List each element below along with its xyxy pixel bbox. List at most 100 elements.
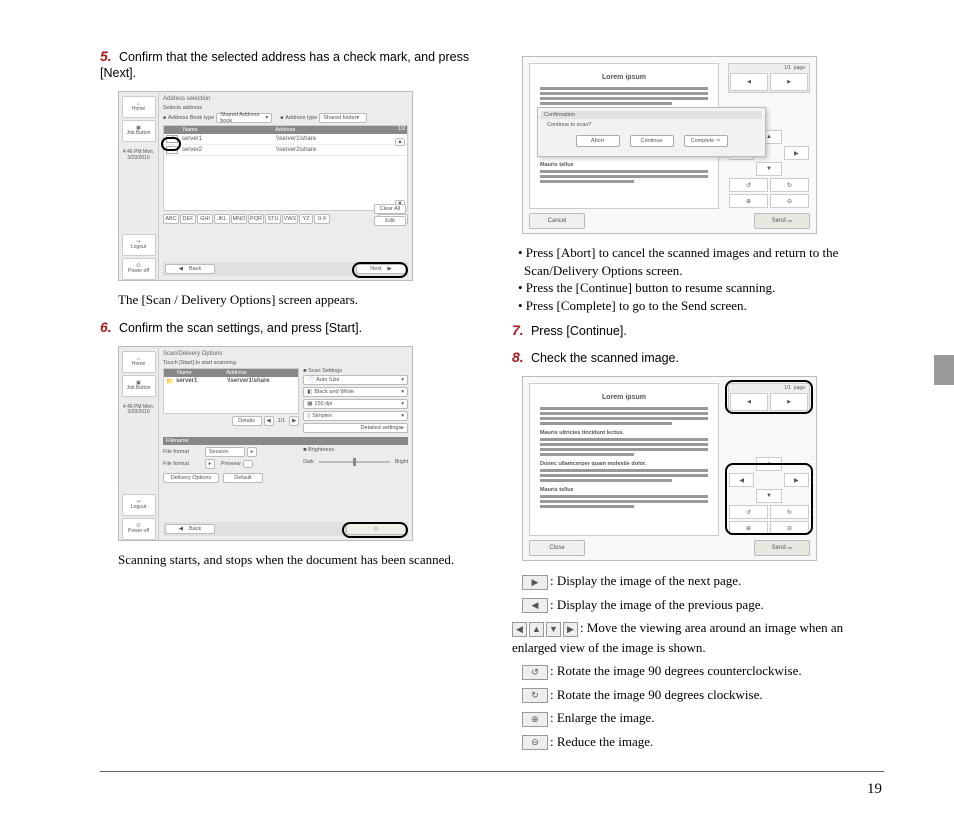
next-page[interactable]: ▶ (289, 416, 299, 426)
format-btn[interactable]: ▸ (205, 459, 215, 469)
key[interactable]: PQR (248, 214, 264, 224)
move-down-button[interactable]: ▼ (756, 162, 781, 176)
key[interactable]: GHI (197, 214, 213, 224)
zoom-out-button[interactable]: ⊖ (770, 521, 809, 535)
table-row[interactable]: ✓ server1 \\server1\share (164, 134, 407, 145)
table-row[interactable]: server2 \\server2\share (164, 145, 407, 156)
dpi-dropdown[interactable]: ▦ 150 dpi▾ (303, 399, 408, 409)
zoom-out-button[interactable]: ⊖ (770, 194, 809, 208)
home-button[interactable]: ⌂Home (122, 96, 156, 118)
move-up-icon: ▲ (529, 622, 544, 637)
start-button[interactable]: ◇ (346, 523, 406, 535)
shot1-main: Address selection Selects address ■ Addr… (159, 92, 412, 280)
addrtype-dropdown[interactable]: Shared folder ▾ (319, 113, 367, 123)
key[interactable]: ABC (163, 214, 179, 224)
format-btn[interactable]: ▸ (247, 447, 257, 457)
job-button[interactable]: ▣Job Button (122, 120, 156, 142)
rotate-cw-button[interactable]: ↻ (770, 505, 809, 519)
back-button[interactable]: ◀ Back (165, 524, 215, 534)
rotate-ccw-button[interactable]: ↺ (729, 178, 768, 192)
step-5-text: Confirm that the selected address has a … (100, 50, 469, 80)
bullet-complete: • Press [Complete] to go to the Send scr… (518, 297, 884, 315)
bright-label: Bright (395, 459, 408, 465)
edit-button[interactable]: Edit (374, 216, 406, 226)
brightness-label: Brightness (308, 447, 334, 453)
key[interactable]: DEF (180, 214, 196, 224)
clear-all-button[interactable]: Clear All (374, 204, 406, 214)
scan-settings-label: Scan Settings (308, 368, 342, 374)
home-button[interactable]: ⌂Home (122, 351, 156, 373)
footer-rule (100, 771, 884, 772)
autosize-dropdown[interactable]: 📄 Auto Size▾ (303, 375, 408, 385)
move-up-button[interactable]: ▲ (756, 457, 781, 471)
legend-move: : Move the viewing area around an image … (512, 620, 843, 655)
rotate-ccw-button[interactable]: ↺ (729, 505, 768, 519)
job-button[interactable]: ▣Job Button (122, 375, 156, 397)
cancel-button[interactable]: Cancel (529, 213, 585, 229)
logout-button[interactable]: ↪Logout (122, 234, 156, 256)
complete-button[interactable]: Complete ⇨ (684, 135, 728, 147)
move-right-icon: ▶ (563, 622, 578, 637)
preview-heading: Lorem ipsum (530, 394, 718, 401)
move-down-icon: ▼ (546, 622, 561, 637)
power-button[interactable]: ⏻Power off (122, 518, 156, 540)
table-row[interactable]: 📁 server1 \\server1\share (164, 377, 298, 386)
key[interactable]: VWX (282, 214, 298, 224)
send-button[interactable]: Send ⇨ (754, 540, 810, 556)
back-button[interactable]: ◀ Back (165, 264, 215, 274)
step-7-text: Press [Continue]. (531, 324, 627, 338)
abtype-dropdown[interactable]: Shared Address book ▾ (216, 113, 272, 123)
brightness-slider[interactable] (319, 461, 390, 463)
continue-button[interactable]: Continue (630, 135, 674, 147)
move-right-button[interactable]: ▶ (784, 146, 809, 160)
move-right-button[interactable]: ▶ (784, 473, 809, 487)
filename-input[interactable]: Session (205, 447, 245, 457)
key[interactable]: MNO (231, 214, 247, 224)
step-7-number: 7. (512, 322, 524, 338)
after-step6-text: Scanning starts, and stops when the docu… (118, 551, 472, 569)
prev-page-button[interactable]: ◀ (730, 73, 768, 91)
screenshot-preview: Lorem ipsum Mauris ultricies tincidunt l… (522, 376, 817, 561)
default-button[interactable]: Default (223, 473, 263, 483)
screenshot-address-selection: ⌂Home ▣Job Button 4:46 PM Mon.3/29/2010 … (118, 91, 413, 281)
legend-next: : Display the image of the next page. (550, 573, 741, 588)
addrtype-label: Address type (285, 115, 317, 121)
prev-page[interactable]: ◀ (264, 416, 274, 426)
delivery-options-button[interactable]: Delivery Options (163, 473, 219, 483)
screenshot-scan-options: ⌂Home ▣Job Button 4:46 PM Mon.3/29/2010 … (118, 346, 413, 541)
abort-button[interactable]: Abort (576, 135, 620, 147)
color-dropdown[interactable]: ◧ Black and White▾ (303, 387, 408, 397)
key[interactable]: YZ (299, 214, 313, 224)
detailed-settings-button[interactable]: Detailed settings ▸ (303, 423, 408, 433)
next-page-button[interactable]: ▶ (770, 73, 808, 91)
move-left-icon: ◀ (512, 622, 527, 637)
move-left-button[interactable]: ◀ (729, 473, 754, 487)
icon-legend: ▶ : Display the image of the next page. ◀… (512, 571, 884, 751)
rotate-cw-button[interactable]: ↻ (770, 178, 809, 192)
zoom-in-button[interactable]: ⊕ (729, 194, 768, 208)
next-page-button[interactable]: ▶ (770, 393, 808, 411)
next-button[interactable]: Next ▶ (356, 264, 406, 274)
preview-checkbox[interactable] (243, 460, 253, 468)
power-button[interactable]: ⏻Power off (122, 258, 156, 280)
page-thumb-tab (934, 355, 954, 385)
key[interactable]: JKL (214, 214, 230, 224)
prev-page-button[interactable]: ◀ (730, 393, 768, 411)
filename-header: Filename (163, 437, 408, 445)
step-8: 8. Check the scanned image. (512, 349, 884, 366)
scroll-up[interactable]: ▲ (395, 138, 405, 146)
details-button[interactable]: Details (232, 416, 262, 426)
view-controls: ▲ ◀ ▶ ▼ ↺↻ ⊕⊖ (728, 456, 810, 536)
step-5-number: 5. (100, 48, 112, 64)
close-button[interactable]: Close (529, 540, 585, 556)
move-down-button[interactable]: ▼ (756, 489, 781, 503)
step-6: 6. Confirm the scan settings, and press … (100, 319, 472, 336)
send-button[interactable]: Send ⇨ (754, 213, 810, 229)
zoom-in-button[interactable]: ⊕ (729, 521, 768, 535)
key[interactable]: 0-9 (314, 214, 330, 224)
format-label: File format (163, 449, 203, 455)
key[interactable]: STU (265, 214, 281, 224)
logout-button[interactable]: ↪Logout (122, 494, 156, 516)
simplex-dropdown[interactable]: ▯ Simplex▾ (303, 411, 408, 421)
page-container: 5. Confirm that the selected address has… (0, 0, 954, 785)
